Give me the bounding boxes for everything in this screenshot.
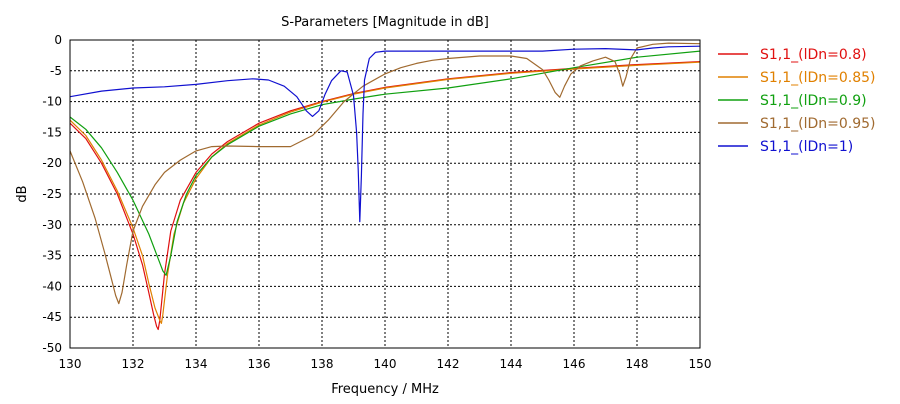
x-tick-label: 146 (563, 357, 586, 371)
x-tick-label: 144 (500, 357, 523, 371)
x-tick-label: 134 (185, 357, 208, 371)
legend: S1,1_(lDn=0.8) S1,1_(lDn=0.85) S1,1_(lDn=0… (718, 47, 876, 155)
y-tick-label: -5 (50, 64, 62, 78)
x-axis-label: Frequency / MHz (331, 382, 439, 397)
x-tick-label: 150 (689, 357, 712, 371)
x-tick-label: 136 (248, 357, 271, 371)
y-tick-label: -10 (42, 95, 62, 109)
y-tick-label: 0 (54, 33, 62, 47)
chart-title: S-Parameters [Magnitude in dB] (281, 15, 489, 30)
legend-label-5: S1,1_(lDn=1) (760, 139, 853, 155)
legend-label-2: S1,1_(lDn=0.85) (760, 70, 876, 86)
plot-frame (69, 39, 701, 349)
x-tick-label: 138 (311, 357, 334, 371)
legend-label-3: S1,1_(lDn=0.9) (760, 93, 867, 109)
grid-lines (70, 40, 700, 348)
legend-label-1: S1,1_(lDn=0.8) (760, 47, 867, 63)
y-tick-label: -15 (42, 125, 62, 139)
y-tick-label: -20 (42, 156, 62, 170)
series-line-5 (70, 45, 700, 223)
series-lines (70, 42, 700, 331)
x-tick-label: 130 (59, 357, 82, 371)
series-line-3 (70, 50, 700, 276)
axis-ticks: 130 132 134 136 138 140 142 144 146 148 150 0 -5 -10 -… (42, 33, 711, 371)
x-tick-label: 140 (374, 357, 397, 371)
y-tick-label: -25 (42, 187, 62, 201)
legend-label-4: S1,1_(lDn=0.95) (760, 116, 876, 132)
series-line-4 (70, 42, 700, 305)
x-tick-label: 142 (437, 357, 460, 371)
y-axis-label: dB (15, 185, 30, 202)
y-tick-label: -35 (42, 249, 62, 263)
y-tick-label: -45 (42, 310, 62, 324)
y-tick-label: -50 (42, 341, 62, 355)
x-tick-label: 148 (626, 357, 649, 371)
x-tick-label: 132 (122, 357, 145, 371)
y-tick-label: -40 (42, 279, 62, 293)
y-tick-label: -30 (42, 218, 62, 232)
